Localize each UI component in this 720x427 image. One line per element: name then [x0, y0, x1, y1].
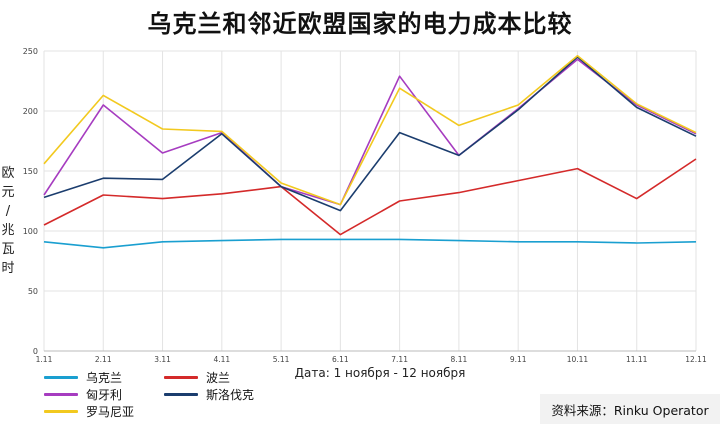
y-axis-label-char: /: [5, 204, 11, 219]
y-tick-label: 50: [28, 287, 38, 296]
series-line-4: [43, 54, 697, 206]
y-tick-label: 0: [33, 347, 38, 356]
legend-item-hungary: 匈牙利: [44, 387, 164, 402]
legend: 乌克兰 波兰 匈牙利 斯洛伐克 罗马尼亚: [44, 370, 324, 419]
x-tick-label: 1.11: [36, 355, 53, 364]
x-tick-label: 7.11: [391, 355, 408, 364]
x-tick-label: 3.11: [154, 355, 171, 364]
y-axis-label: 欧 元 / 兆 瓦 时: [0, 164, 16, 278]
legend-item-romania: 罗马尼亚: [44, 404, 164, 419]
x-tick-label: 9.11: [510, 355, 527, 364]
y-tick-label: 100: [23, 227, 38, 236]
series-lines: [43, 54, 697, 249]
series-line-3: [43, 56, 697, 212]
y-axis-label-char: 瓦: [1, 242, 15, 257]
legend-label: 波兰: [206, 370, 231, 385]
y-tick-label: 250: [23, 47, 38, 56]
legend-swatch: [44, 375, 78, 379]
x-tick-label: 2.11: [95, 355, 112, 364]
legend-label: 乌克兰: [86, 370, 123, 385]
x-tick-label: 5.11: [273, 355, 290, 364]
y-axis-ticks: 0 50 100 150 200 250: [23, 47, 38, 356]
legend-label: 罗马尼亚: [86, 404, 135, 419]
y-axis-label-char: 欧: [1, 166, 15, 181]
x-tick-label: 4.11: [213, 355, 230, 364]
x-tick-label: 12.11: [685, 355, 707, 364]
series-line-1: [43, 158, 697, 236]
x-axis-ticks: 1.11 2.11 3.11 4.11 5.11 6.11 7.11 8.11 9.11 10.1…: [36, 355, 707, 364]
legend-item-slovakia: 斯洛伐克: [164, 387, 294, 402]
x-tick-label: 6.11: [332, 355, 349, 364]
chart-title: 乌克兰和邻近欧盟国家的电力成本比较: [147, 9, 573, 38]
series-line-0: [43, 238, 697, 249]
y-axis-label-char: 元: [1, 185, 15, 200]
legend-swatch: [164, 392, 198, 396]
y-axis-label-char: 兆: [1, 223, 15, 238]
legend-item-poland: 波兰: [164, 370, 294, 385]
legend-item-ukraine: 乌克兰: [44, 370, 164, 385]
x-tick-label: 10.11: [567, 355, 589, 364]
grid-lines: [43, 50, 697, 352]
x-tick-label: 11.11: [626, 355, 648, 364]
y-tick-label: 150: [23, 167, 38, 176]
x-axis-label: Дата: 1 ноября - 12 ноября: [294, 366, 466, 380]
legend-label: 匈牙利: [86, 387, 123, 402]
series-line-2: [43, 58, 697, 206]
y-axis-label-char: 时: [1, 261, 15, 276]
legend-swatch: [44, 392, 78, 396]
legend-swatch: [164, 375, 198, 379]
x-tick-label: 8.11: [451, 355, 468, 364]
y-tick-label: 200: [23, 107, 38, 116]
legend-label: 斯洛伐克: [206, 387, 255, 402]
legend-swatch: [44, 409, 78, 413]
source-note: 资料来源：Rinku Operator: [540, 394, 720, 424]
